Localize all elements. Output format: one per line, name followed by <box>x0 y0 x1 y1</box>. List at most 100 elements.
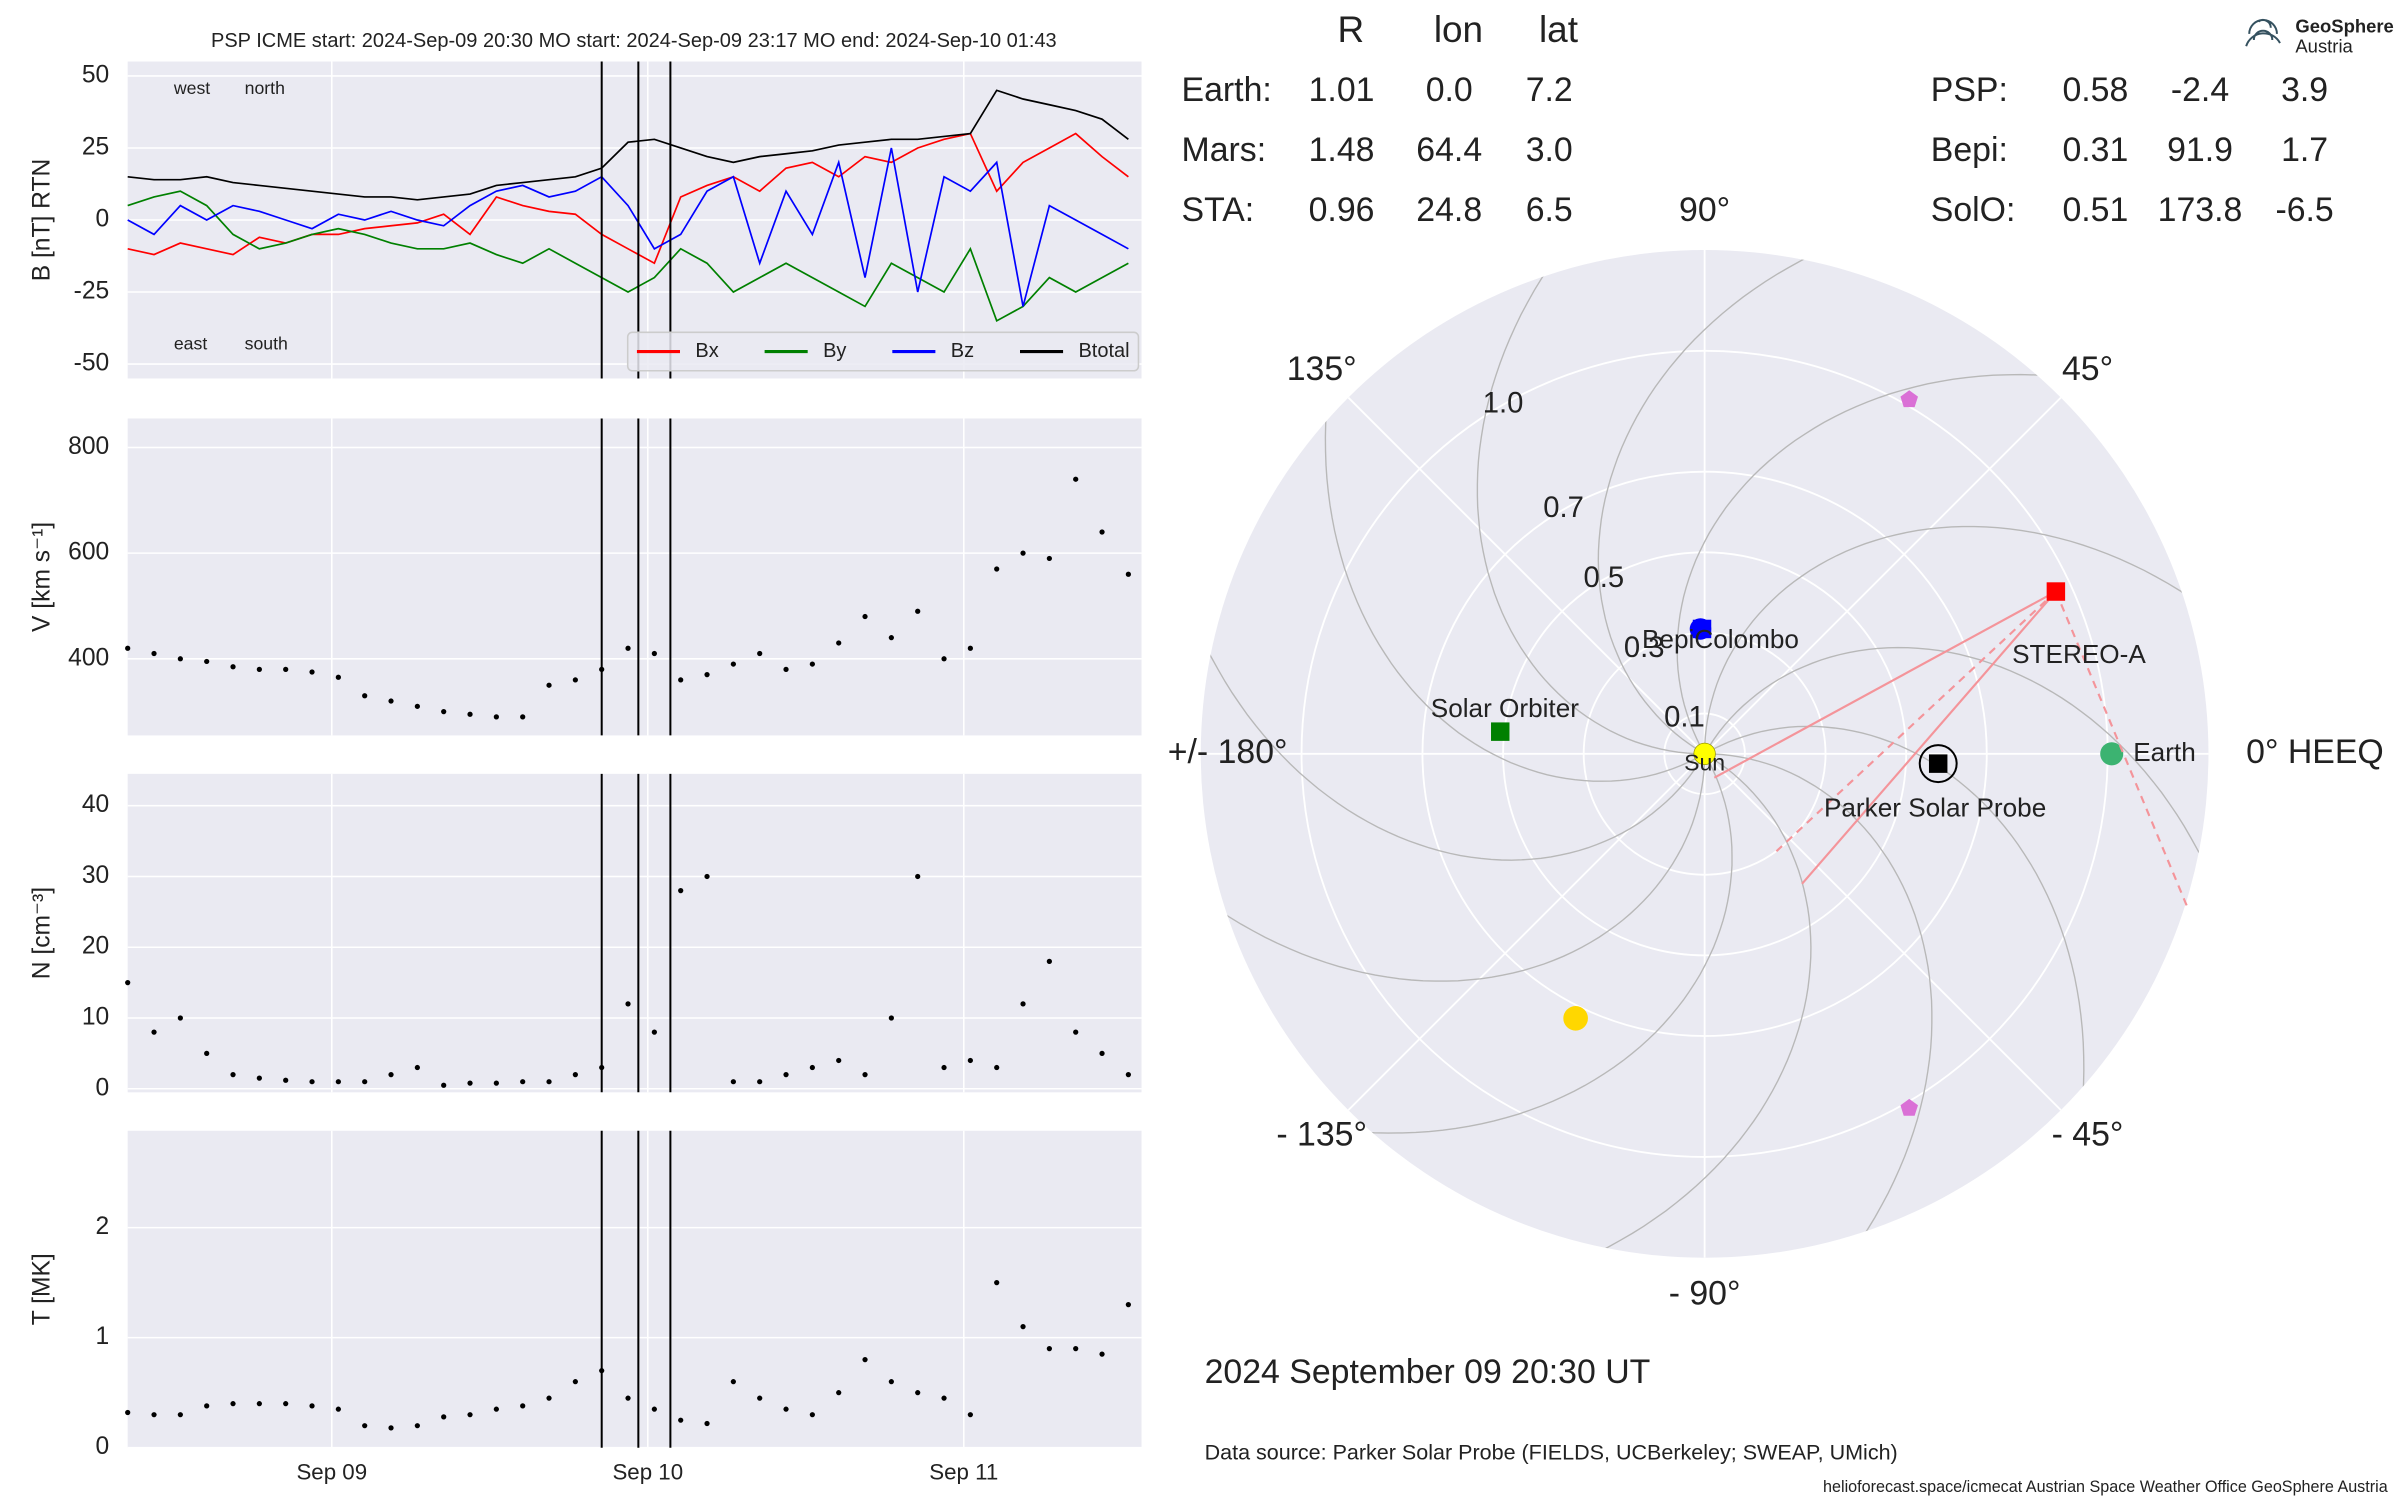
data-point <box>520 1403 526 1409</box>
data-point <box>441 1082 447 1088</box>
data-point <box>967 645 973 651</box>
data-point <box>1046 958 1052 965</box>
data-point <box>572 677 578 683</box>
data-point <box>862 1357 868 1363</box>
table-value: 91.9 <box>2167 131 2233 169</box>
data-point <box>177 1412 183 1418</box>
data-point <box>1046 1346 1052 1352</box>
panel: -50 -25 0 25 50 B [nT] RTN west north east south B… <box>29 61 1142 379</box>
parker-spiral <box>1704 646 2209 890</box>
data-point <box>783 1072 789 1078</box>
parker-spiral <box>1324 380 1705 782</box>
data-point <box>204 1050 210 1056</box>
lagrange-marker <box>1900 390 1918 408</box>
data-point <box>757 1079 763 1085</box>
data-point <box>177 1015 183 1021</box>
table-value: 0.58 <box>2062 71 2128 109</box>
table-value: 0.0 <box>1426 71 1473 109</box>
y-tick-label: 10 <box>82 1004 109 1031</box>
data-point <box>520 1079 526 1085</box>
legend-label: By <box>823 340 846 362</box>
data-point <box>994 1064 1000 1071</box>
fov-line <box>1772 590 2057 856</box>
theta-tick-label: 135° <box>1287 350 1357 388</box>
data-point <box>836 1057 842 1064</box>
table-row-name: Earth: <box>1182 71 1272 109</box>
data-point <box>651 1029 657 1035</box>
data-point <box>1073 1346 1079 1352</box>
data-point <box>651 1406 657 1412</box>
annotation: east <box>174 333 208 353</box>
sun-label: Sun <box>1684 750 1725 776</box>
lagrange-marker <box>1900 1098 1918 1116</box>
legend-label: Bz <box>951 340 974 362</box>
data-point <box>309 1403 315 1409</box>
logo-text: Austria <box>2295 36 2353 57</box>
plot-area <box>127 1130 1142 1448</box>
data-point <box>678 1417 684 1423</box>
r-tick-label: 0.7 <box>1543 492 1584 524</box>
plot-area <box>127 773 1142 1093</box>
r-tick-label: 0.1 <box>1664 702 1705 734</box>
logo-text: GeoSphere <box>2295 16 2393 37</box>
data-point <box>757 650 763 657</box>
panel: 0 10 20 30 40 N [cm⁻³] <box>29 773 1142 1101</box>
polar-clip-group <box>1200 250 2209 1258</box>
data-point <box>862 1072 868 1078</box>
data-point <box>441 1414 447 1420</box>
table-value: 7.2 <box>1526 71 1573 109</box>
table-value: 3.9 <box>2281 71 2328 109</box>
grid-spoke <box>1347 396 1706 755</box>
y-tick-label: 20 <box>82 933 109 960</box>
body-label: Parker Solar Probe <box>1824 793 2046 823</box>
series-line <box>127 190 1129 323</box>
y-tick-label: 25 <box>82 133 109 160</box>
data-point <box>309 1079 315 1085</box>
table-value: 1.01 <box>1309 71 1375 109</box>
data-point <box>204 1403 210 1409</box>
data-point <box>625 1001 631 1007</box>
data-point <box>177 656 183 662</box>
data-point <box>704 1420 710 1427</box>
fov-line <box>1801 590 2057 885</box>
parker-spiral <box>1597 250 1841 755</box>
body-marker <box>1491 722 1510 741</box>
x-tick-label: Sep 10 <box>612 1460 683 1485</box>
parker-spiral <box>1200 753 1706 982</box>
y-tick-label: 0 <box>96 1074 110 1101</box>
data-point <box>388 1072 394 1078</box>
grid-spoke <box>1703 396 2062 755</box>
data-point <box>283 1401 289 1407</box>
data-point <box>757 1395 763 1401</box>
theta-tick-label: 90° <box>1679 191 1730 229</box>
grid-spoke <box>1703 753 2062 1111</box>
data-point <box>493 1080 499 1086</box>
table-value: 3.0 <box>1526 131 1573 169</box>
chart-title: PSP ICME start: 2024-Sep-09 20:30 MO sta… <box>211 30 1057 52</box>
data-point <box>888 1379 894 1385</box>
data-point <box>546 682 552 688</box>
theta-tick-label: - 135° <box>1276 1116 1367 1154</box>
data-point <box>283 1077 289 1083</box>
y-tick-label: 600 <box>68 539 109 566</box>
body-marker <box>1928 754 1948 773</box>
fov-line <box>1713 590 2057 779</box>
y-tick-label: 50 <box>82 61 109 88</box>
data-point <box>151 1029 157 1035</box>
logo: GeoSphere Austria <box>2245 16 2394 57</box>
data-point <box>941 656 947 662</box>
data-point <box>283 666 289 672</box>
data-point <box>256 1401 262 1407</box>
data-point <box>967 1412 973 1418</box>
table-value: 1.48 <box>1309 131 1375 169</box>
data-point <box>572 1072 578 1078</box>
data-point <box>888 635 894 641</box>
data-point <box>1020 1001 1026 1007</box>
data-point <box>1099 1351 1105 1357</box>
data-point <box>1073 476 1079 482</box>
data-point <box>467 711 473 717</box>
y-tick-label: 40 <box>82 791 109 818</box>
data-point <box>704 672 710 678</box>
table-value: 6.5 <box>1526 191 1573 229</box>
data-source: Data source: Parker Solar Probe (FIELDS,… <box>1205 1441 1898 1465</box>
